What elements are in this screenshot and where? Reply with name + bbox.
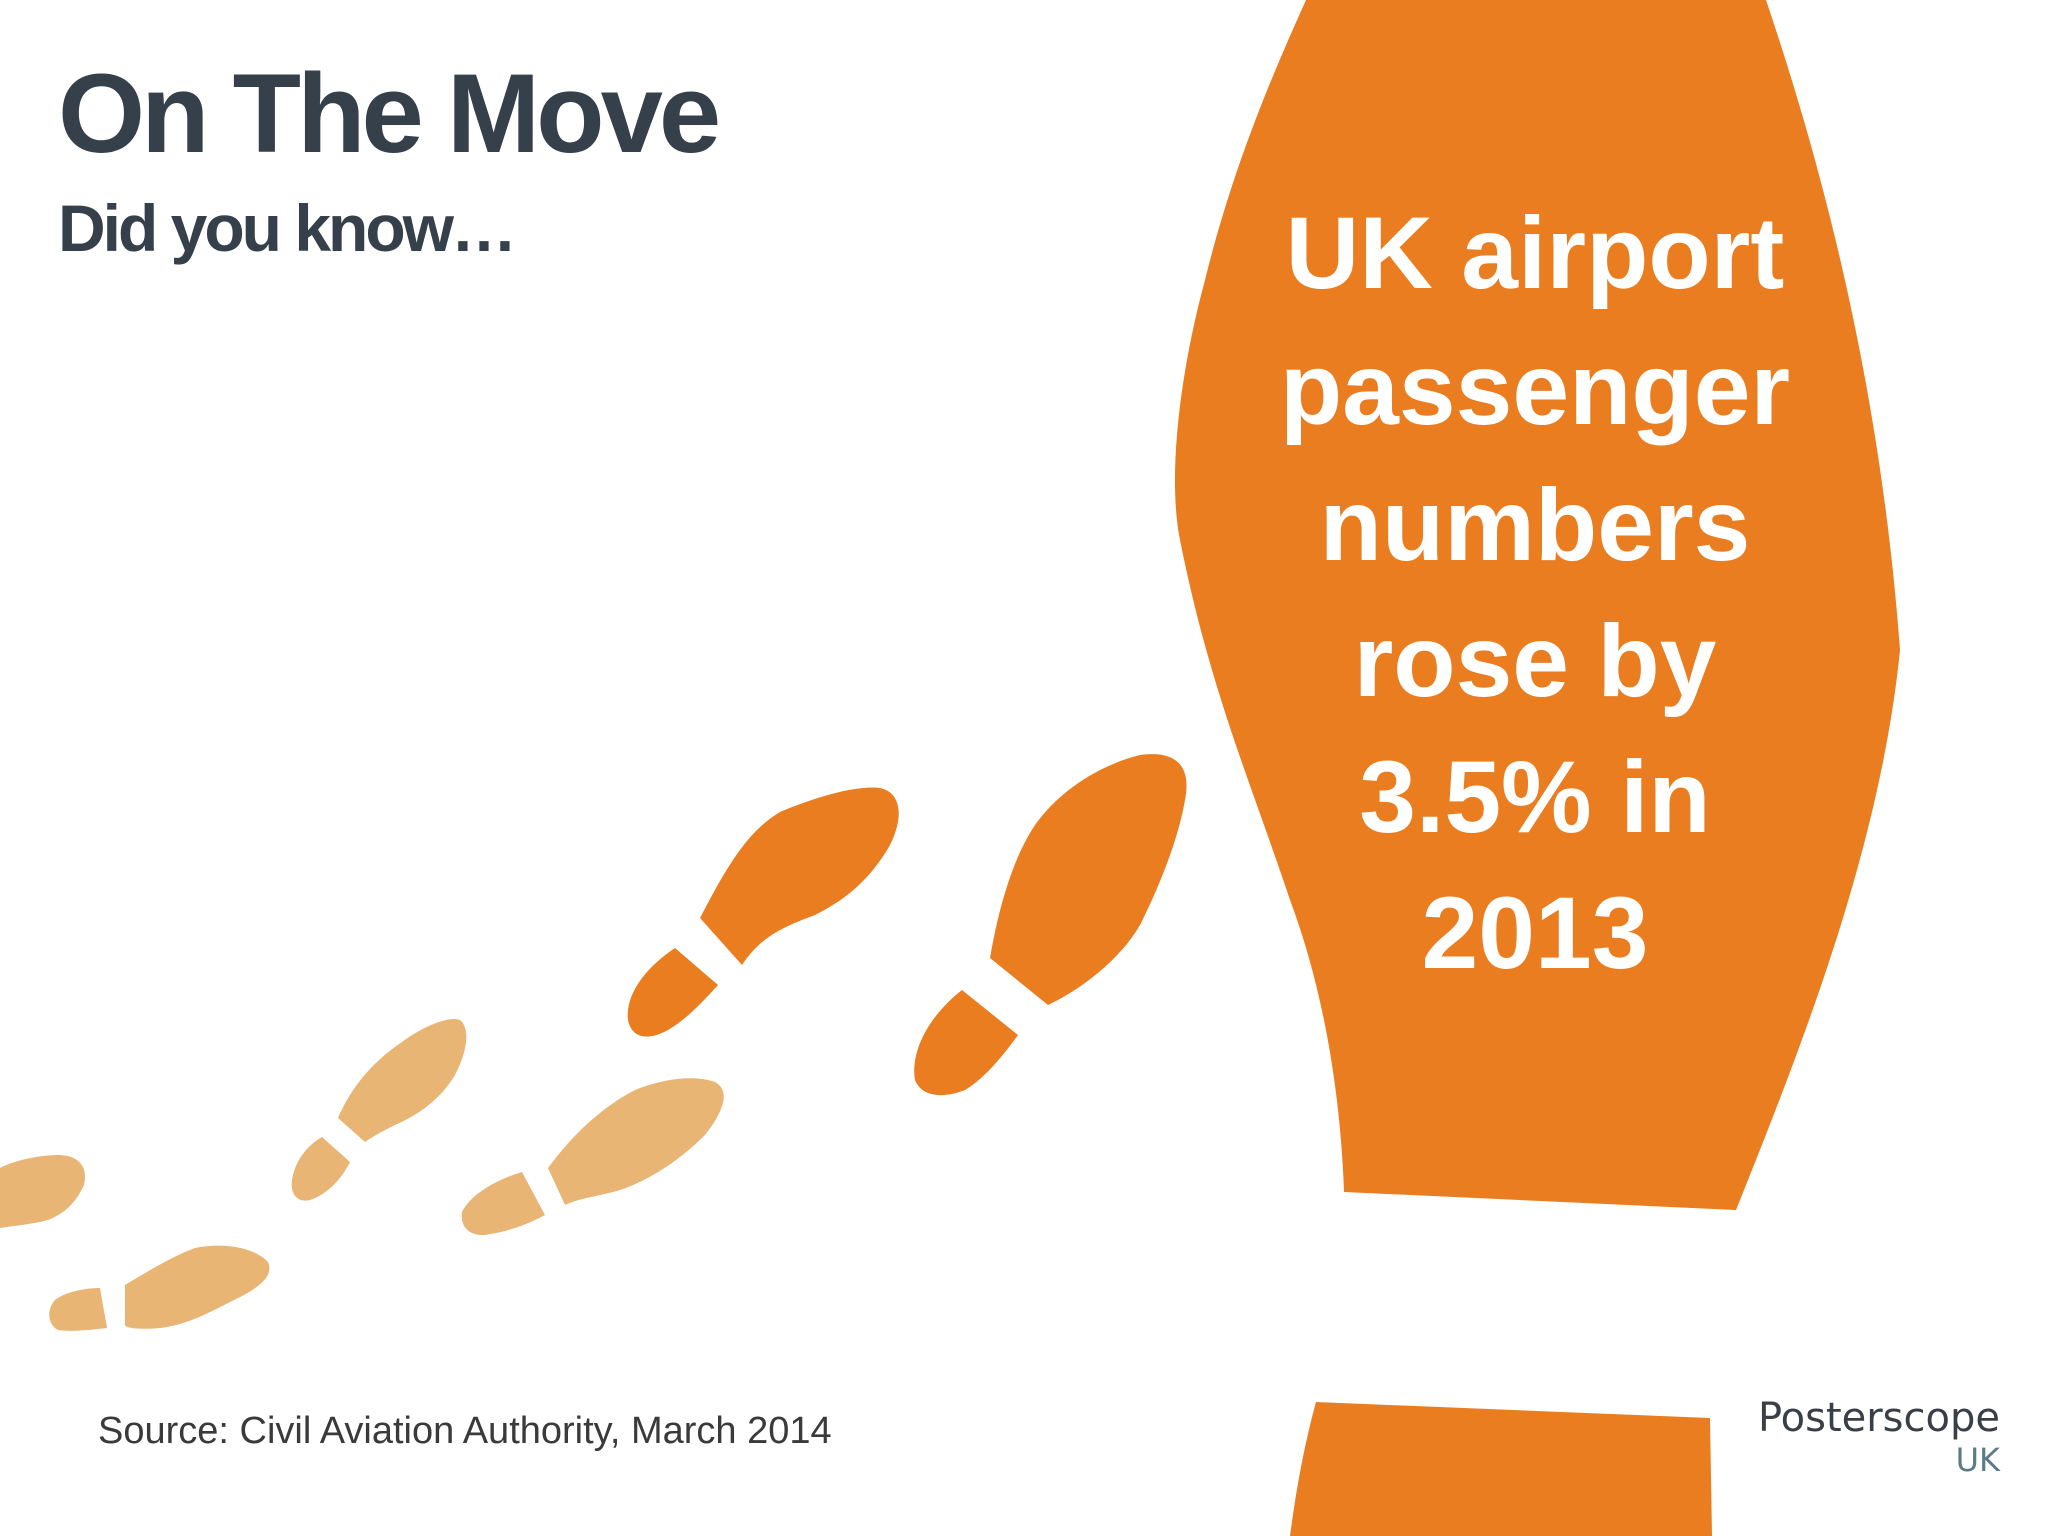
fact-line: 3.5% in [1359,740,1711,854]
footprint-icon [627,787,899,1037]
posterscope-logo: Posterscope UK [1700,1398,2000,1476]
logo-wordmark: Posterscope [1757,1395,2000,1441]
big-footprint-sole-icon [1174,0,1900,1210]
footprint-icon [0,1155,85,1228]
footprint-icon [914,754,1187,1096]
fact-line: numbers [1319,468,1751,582]
fact-statement: UK airport passenger numbers rose by 3.5… [1190,185,1880,1001]
fact-line: UK airport [1285,196,1785,310]
footprint-icon [291,1019,467,1201]
fact-line: rose by [1353,604,1717,718]
fact-line: 2013 [1421,876,1649,990]
big-footprint-heel-icon [1290,1402,1712,1536]
fact-line: passenger [1279,332,1791,446]
page-subtitle: Did you know… [58,191,517,265]
logo-region: UK [1955,1441,2000,1479]
page-title: On The Move [58,51,721,176]
footprint-icon [49,1245,270,1331]
footprint-icon [461,1078,724,1236]
source-citation: Source: Civil Aviation Authority, March … [98,1410,832,1452]
